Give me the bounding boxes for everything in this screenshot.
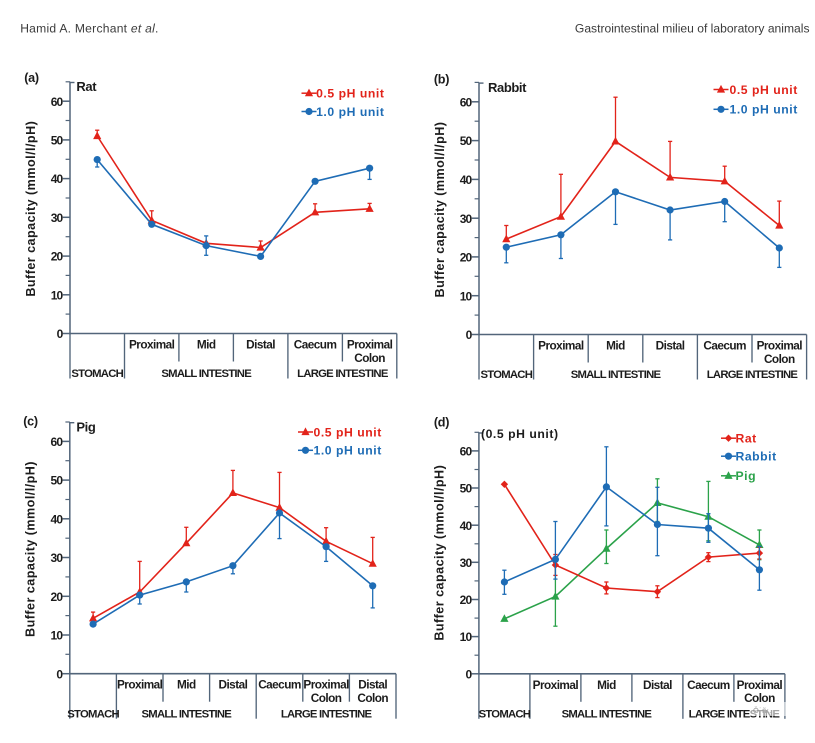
svg-text:1.0 pH unit: 1.0 pH unit xyxy=(730,103,798,117)
svg-text:Colon: Colon xyxy=(744,691,775,705)
svg-text:10: 10 xyxy=(51,288,64,302)
svg-text:LARGE INTESTINE: LARGE INTESTINE xyxy=(297,368,389,380)
svg-text:(d): (d) xyxy=(434,416,449,430)
svg-text:1.0 pH unit: 1.0 pH unit xyxy=(314,444,382,458)
svg-text:50: 50 xyxy=(460,134,473,148)
svg-text:0.5 pH unit: 0.5 pH unit xyxy=(316,87,384,101)
svg-text:60: 60 xyxy=(51,435,64,449)
svg-text:0: 0 xyxy=(56,667,63,681)
svg-text:(b): (b) xyxy=(434,73,449,87)
svg-text:30: 30 xyxy=(460,556,473,570)
svg-text:(0.5 pH unit): (0.5 pH unit) xyxy=(481,427,559,441)
svg-text:Proximal: Proximal xyxy=(117,678,163,692)
svg-text:Buffer capacity (mmol/l/pH): Buffer capacity (mmol/l/pH) xyxy=(433,122,447,298)
svg-text:Gastrointestinal milieu of lab: Gastrointestinal milieu of laboratory an… xyxy=(575,21,810,35)
svg-text:SMALL INTESTINE: SMALL INTESTINE xyxy=(571,369,662,381)
svg-text:Proximal: Proximal xyxy=(303,678,349,692)
svg-text:STOMACH: STOMACH xyxy=(71,368,123,380)
svg-text:40: 40 xyxy=(51,512,64,526)
svg-text:Mid: Mid xyxy=(177,678,196,692)
svg-text:0: 0 xyxy=(57,327,64,341)
svg-text:10: 10 xyxy=(460,289,473,303)
svg-text:Proximal: Proximal xyxy=(347,338,393,352)
svg-text:Mid: Mid xyxy=(197,338,216,352)
svg-text:Proximal: Proximal xyxy=(757,339,803,353)
svg-text:Distal: Distal xyxy=(656,339,685,353)
svg-text:40: 40 xyxy=(51,172,64,186)
svg-text:Rabbit: Rabbit xyxy=(736,450,777,464)
svg-text:Proximal: Proximal xyxy=(129,338,175,352)
svg-text:LARGE INTESTINE: LARGE INTESTINE xyxy=(707,369,799,381)
svg-text:0: 0 xyxy=(466,328,473,342)
svg-text:Mid: Mid xyxy=(597,678,616,692)
svg-text:Distal: Distal xyxy=(358,678,387,692)
svg-text:Colon: Colon xyxy=(357,691,388,705)
svg-text:20: 20 xyxy=(460,251,473,265)
svg-text:Proximal: Proximal xyxy=(737,678,783,692)
svg-text:0: 0 xyxy=(465,667,472,681)
svg-text:Distal: Distal xyxy=(246,338,275,352)
svg-text:Hamid A. Merchant et al.: Hamid A. Merchant et al. xyxy=(20,21,158,35)
svg-text:Distal: Distal xyxy=(218,678,247,692)
svg-text:30: 30 xyxy=(51,211,64,225)
svg-text:Proximal: Proximal xyxy=(533,678,579,692)
svg-text:Rat: Rat xyxy=(736,432,757,446)
svg-text:40: 40 xyxy=(460,173,473,187)
svg-text:Caecum: Caecum xyxy=(258,678,301,692)
svg-text:Caecum: Caecum xyxy=(294,338,337,352)
svg-text:Proximal: Proximal xyxy=(538,339,584,353)
svg-text:60: 60 xyxy=(460,95,473,109)
svg-text:60: 60 xyxy=(460,445,473,459)
svg-text:STOMACH: STOMACH xyxy=(479,708,531,720)
svg-text:60: 60 xyxy=(51,95,64,109)
svg-text:Ǒ˙ñ:.: Ǒ˙ñ:. xyxy=(753,706,772,715)
svg-text:50: 50 xyxy=(51,134,64,148)
svg-text:(a): (a) xyxy=(24,71,39,85)
svg-text:20: 20 xyxy=(51,250,64,264)
svg-text:30: 30 xyxy=(51,551,64,565)
svg-text:SMALL INTESTINE: SMALL INTESTINE xyxy=(161,368,252,380)
svg-text:50: 50 xyxy=(51,474,64,488)
svg-text:1.0 pH unit: 1.0 pH unit xyxy=(316,105,384,119)
svg-text:Colon: Colon xyxy=(354,351,385,365)
svg-text:Pig: Pig xyxy=(76,419,95,434)
svg-text:30: 30 xyxy=(460,212,473,226)
svg-text:Buffer capacity (mmol/l/pH): Buffer capacity (mmol/l/pH) xyxy=(24,461,38,637)
svg-text:Colon: Colon xyxy=(764,352,795,366)
svg-text:STOMACH: STOMACH xyxy=(480,369,532,381)
svg-text:40: 40 xyxy=(460,519,473,533)
svg-text:20: 20 xyxy=(51,590,64,604)
svg-text:Caecum: Caecum xyxy=(703,339,746,353)
svg-text:Rat: Rat xyxy=(76,79,97,94)
svg-text:10: 10 xyxy=(460,630,473,644)
svg-text:LARGE INTESTINE: LARGE INTESTINE xyxy=(281,708,373,720)
svg-text:Pig: Pig xyxy=(736,469,757,483)
svg-text:Distal: Distal xyxy=(643,678,672,692)
svg-text:Buffer capacity (mmol/l/pH): Buffer capacity (mmol/l/pH) xyxy=(433,465,447,641)
svg-text:Colon: Colon xyxy=(311,691,342,705)
svg-text:STOMACH: STOMACH xyxy=(67,708,119,720)
svg-text:Rabbit: Rabbit xyxy=(488,80,527,95)
svg-text:SMALL INTESTINE: SMALL INTESTINE xyxy=(562,708,653,720)
svg-text:0.5 pH unit: 0.5 pH unit xyxy=(314,425,382,439)
svg-text:(c): (c) xyxy=(23,415,38,429)
svg-text:Buffer capacity (mmol/l/pH): Buffer capacity (mmol/l/pH) xyxy=(24,121,38,297)
svg-text:50: 50 xyxy=(460,482,473,496)
svg-text:SMALL INTESTINE: SMALL INTESTINE xyxy=(142,708,233,720)
svg-text:10: 10 xyxy=(51,629,64,643)
svg-text:20: 20 xyxy=(460,593,473,607)
svg-text:Mid: Mid xyxy=(606,339,625,353)
svg-text:Caecum: Caecum xyxy=(687,678,730,692)
svg-text:0.5 pH unit: 0.5 pH unit xyxy=(730,83,798,97)
